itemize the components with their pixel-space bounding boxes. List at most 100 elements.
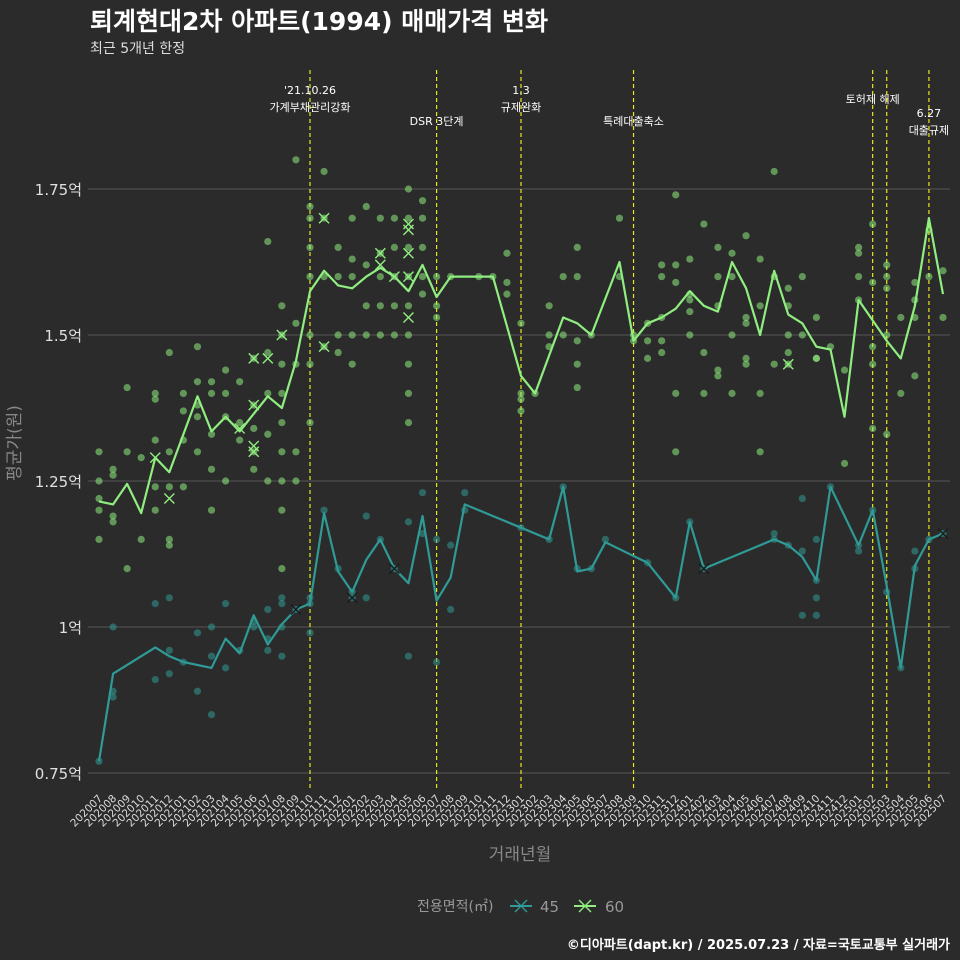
data-point-60 [418,197,427,205]
cross-marker-45 [937,528,949,540]
data-point-60 [573,337,581,345]
data-point-60 [784,348,792,357]
data-point-60 [418,243,427,251]
source-caption: ©디아파트(dapt.kr) / 2025.07.23 / 자료=국토교통부 실… [566,938,950,953]
event-label: 1.3 [512,84,530,97]
data-point-60 [404,214,413,222]
data-point-60 [123,448,131,456]
data-point-60 [222,366,230,374]
data-point-45 [151,600,159,608]
data-point-60 [334,331,342,339]
data-point-60 [320,167,328,176]
data-point-60 [151,506,159,514]
data-point-60 [840,366,849,374]
data-point-60 [123,383,131,392]
data-point-45 [601,535,610,544]
data-point-45 [264,646,272,654]
data-point-45 [95,757,103,765]
data-point-60 [798,273,806,281]
data-point-60 [193,413,202,421]
data-point-60 [193,448,202,456]
data-point-60 [95,535,103,544]
data-point-60 [573,383,581,392]
data-point-60 [686,308,694,316]
data-point-60 [348,331,356,339]
data-point-45 [109,623,117,631]
data-point-60 [939,313,947,322]
event-label: 대출규제 [909,124,949,137]
data-point-45 [320,506,328,514]
data-point-60 [784,284,792,292]
data-point-60 [137,535,145,544]
cross-marker-60 [374,247,386,259]
data-point-60 [686,331,694,339]
data-point-60 [306,243,314,251]
cross-marker-60 [318,341,330,353]
data-point-45 [278,600,286,608]
data-point-60 [545,302,553,310]
data-point-60 [348,273,356,281]
data-point-60 [109,471,117,479]
cross-marker-60 [248,399,260,411]
legend-label-60: 60 [605,898,624,916]
cross-marker-60 [262,352,274,364]
data-point-45 [447,605,455,614]
data-point-60 [404,360,413,368]
grid-lines [88,188,950,774]
data-point-45 [207,652,216,660]
data-point-60 [672,191,680,199]
data-point-45 [165,646,173,654]
data-point-60 [151,483,159,491]
event-label: 6.27 [917,107,942,120]
data-point-60 [278,565,286,573]
data-point-45 [278,594,286,602]
data-point-45 [222,600,230,608]
cross-marker-60 [149,452,161,464]
legend: 전용면적(㎡) 45 60 [417,898,624,916]
data-point-60 [236,436,244,444]
data-point-60 [179,407,187,415]
cross-marker-45 [698,563,710,575]
data-point-60 [193,343,202,351]
data-point-60 [756,448,764,456]
data-point-60 [292,156,300,164]
event-label: 특례대출축소 [603,115,664,128]
data-point-60 [644,337,652,345]
data-point-60 [404,243,413,251]
data-point-60 [756,302,764,310]
data-point-60 [658,337,666,345]
data-point-60 [278,389,286,397]
y-axis-ticks: 0.75억 1억 1.25억 1.5억 1.75억 [35,181,82,783]
data-point-60 [95,477,103,485]
data-point-60 [95,448,103,456]
data-point-60 [278,419,286,427]
y-tick-label: 1.5억 [44,327,82,345]
data-point-60 [742,360,750,368]
data-point-60 [728,331,736,339]
data-point-60 [334,348,342,357]
data-point-60 [869,220,877,228]
cross-marker-60 [402,311,414,323]
data-point-60 [644,354,652,362]
data-point-60 [264,477,272,485]
y-tick-label: 0.75억 [35,765,82,783]
data-point-60 [742,354,750,362]
data-point-60 [306,419,314,427]
y-tick-label: 1.25억 [35,473,82,491]
data-point-60 [151,436,159,444]
data-point-45 [418,489,427,497]
data-point-60 [151,389,159,397]
data-point-60 [840,459,849,468]
data-point-45 [404,518,413,526]
data-point-60 [207,389,216,397]
cross-marker-45 [290,603,302,615]
data-point-60 [517,407,525,415]
data-point-45 [250,623,258,631]
data-point-60 [433,313,441,322]
data-point-60 [137,454,145,462]
data-point-60 [306,360,314,368]
data-point-60 [109,518,117,526]
data-point-60 [756,389,764,397]
event-label: 규제완화 [501,101,541,114]
legend-title: 전용면적(㎡) [417,899,493,915]
